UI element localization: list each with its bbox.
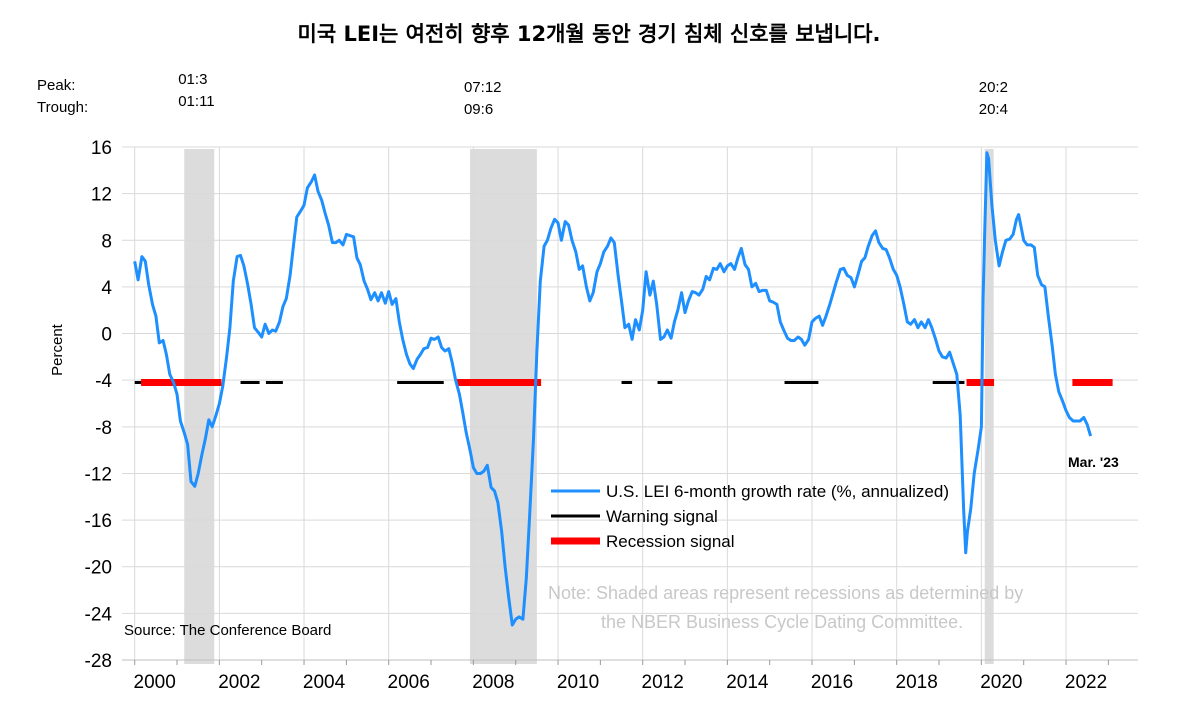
note-line-2: the NBER Business Cycle Dating Committee… [601,612,963,632]
x-tick-label: 2010 [557,672,599,693]
y-tick-label: -4 [95,371,112,392]
x-tick-label: 2002 [218,672,260,693]
x-tick-label: 2006 [388,672,430,693]
legend: U.S. LEI 6-month growth rate (%, annuali… [551,482,949,551]
y-tick-label: 0 [101,325,112,346]
y-tick-label: 8 [101,231,112,252]
recession-peak-date: 07:12 [464,79,502,96]
y-tick-label: -12 [85,464,112,485]
x-tick-label: 2018 [896,672,938,693]
lei-series [133,151,1093,627]
peak-label: Peak: [37,77,75,94]
x-tick-label: 2000 [134,672,176,693]
x-axis-ticks: 2000 2002 2004 2006 2008 2010 2012 2014 2016 2018… [134,660,1109,693]
y-tick-label: 16 [91,138,112,159]
grid-lines [122,146,1138,661]
legend-label: Warning signal [606,507,718,526]
x-tick-label: 2020 [980,672,1022,693]
y-tick-label: -16 [85,511,112,532]
y-axis-ticks: 16 12 8 4 0 -4 -8 -12 -16 -20 -24 -28 [85,138,113,672]
y-tick-label: -28 [85,651,112,672]
note-line-1: Note: Shaded areas represent recessions … [548,583,1023,603]
last-point-label: Mar. '23 [1068,454,1119,470]
recession-trough-date: 09:6 [464,101,493,118]
recession-shading [184,149,994,664]
recession-band-0 [184,149,215,664]
source-label: Source: The Conference Board [124,622,331,639]
y-tick-label: 12 [91,185,112,206]
recession-date-labels: 01:3 01:11 07:12 09:6 20:2 20:4 [178,71,1008,118]
y-tick-label: -8 [95,418,112,439]
x-tick-label: 2012 [642,672,684,693]
recession-band-2 [984,149,994,664]
y-axis-label: Percent [49,323,66,376]
lei-growth-line [133,151,1093,627]
recession-trough-date: 20:4 [979,101,1008,118]
x-tick-label: 2016 [811,672,853,693]
x-tick-label: 2014 [726,672,769,693]
y-tick-label: 4 [101,278,112,299]
y-tick-label: -24 [85,604,113,625]
chart-title: 미국 LEI는 여전히 향후 12개월 동안 경기 침체 신호를 보냅니다. [298,22,881,46]
recession-peak-date: 20:2 [979,79,1008,96]
recession-trough-date: 01:11 [178,93,214,110]
x-tick-label: 2004 [303,672,346,693]
recession-peak-date: 01:3 [178,71,207,88]
legend-label: Recession signal [606,532,735,551]
y-tick-label: -20 [85,558,112,579]
legend-label: U.S. LEI 6-month growth rate (%, annuali… [606,482,949,501]
x-tick-label: 2008 [472,672,514,693]
trough-label: Trough: [37,99,88,116]
x-tick-label: 2022 [1065,672,1107,693]
